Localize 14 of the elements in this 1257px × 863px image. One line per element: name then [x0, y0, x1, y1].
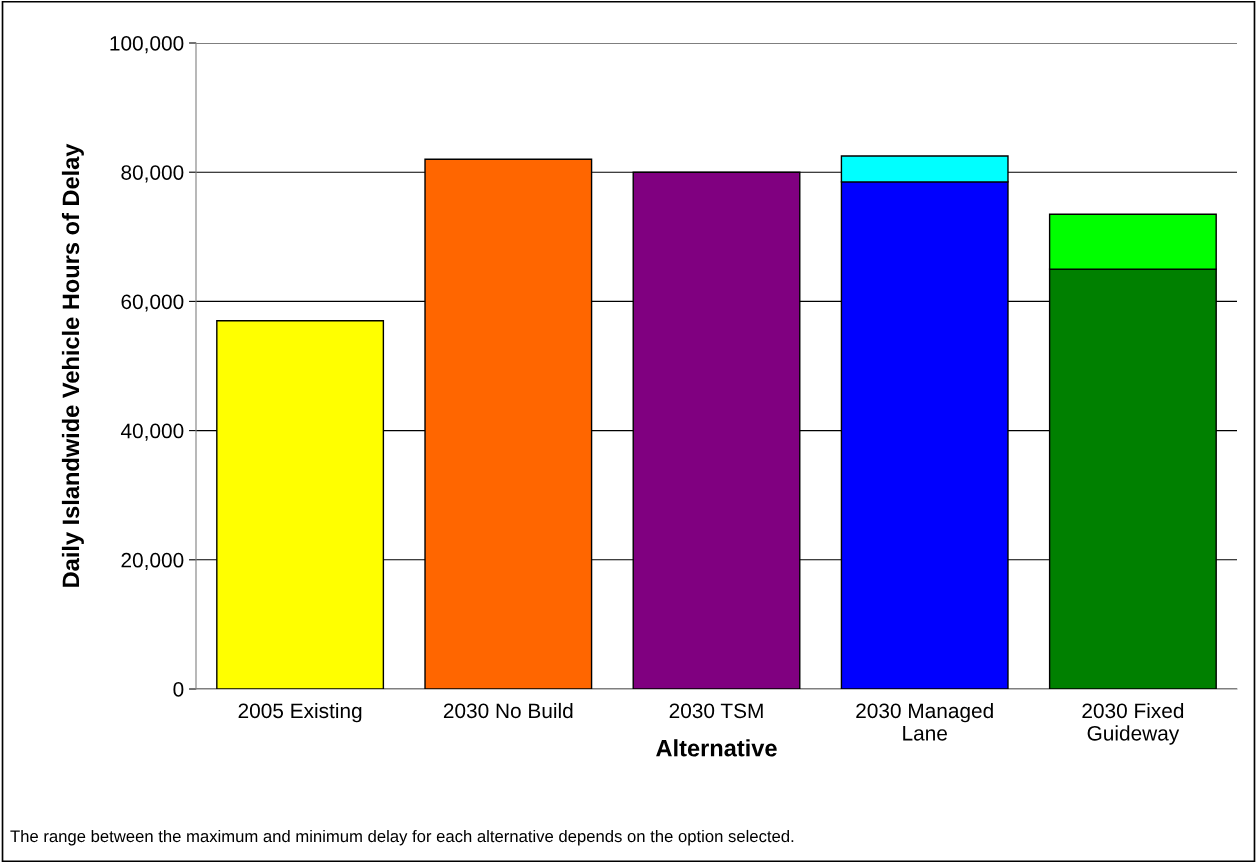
y-tick-label: 80,000	[121, 165, 184, 183]
y-tick-label: 20,000	[121, 552, 184, 571]
y-axis-title: Daily Islandwide Vehicle Hours of Delay	[61, 143, 84, 587]
x-axis-title: Alternative	[656, 739, 777, 757]
y-tick-label: 40,000	[120, 423, 184, 441]
y-tick-label: 60,000	[121, 294, 184, 312]
y-tick-label: 0	[173, 682, 184, 697]
text: The range between the maximum and minimum delay for each alternative depends on the option selected.	[10, 829, 794, 846]
x-tick-label: 2030 TSM	[669, 703, 763, 719]
x-tick-label: 2030 Managed Lane	[856, 702, 993, 741]
x-tick-label: 2030 No Build	[443, 702, 573, 719]
x-tick-label: 2030 Fixed Guideway	[1082, 702, 1184, 745]
x-tick-label: 2005 Existing	[238, 702, 362, 723]
y-tick-label: 100,000	[110, 36, 184, 54]
